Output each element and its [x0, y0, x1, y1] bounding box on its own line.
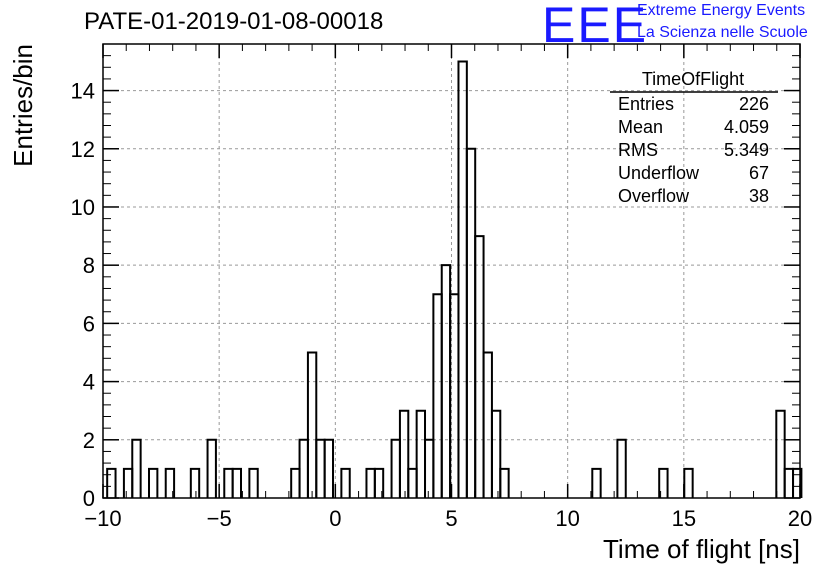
histogram-bin [248, 467, 259, 498]
histogram-bin [189, 467, 201, 498]
histogram-bin [373, 467, 385, 498]
histogram-bin [457, 60, 468, 498]
page-title: PATE-01-2019-01-08-00018 [84, 8, 384, 35]
histogram-bin [306, 351, 318, 498]
stats-row-label: Underflow [618, 163, 700, 183]
logo-subtitle-line2: La Scienza nelle Scuole [637, 24, 808, 41]
histogram-bin [432, 293, 443, 498]
histogram-bin [683, 467, 694, 498]
x-tick-label: 15 [672, 506, 696, 531]
histogram-bin [407, 467, 418, 498]
x-tick-label: 0 [329, 506, 341, 531]
histogram-bin [499, 467, 510, 498]
y-tick-label: 6 [83, 311, 95, 336]
stats-row-value: 67 [749, 163, 769, 183]
stats-row-label: Entries [618, 94, 674, 114]
histogram-bin [424, 438, 435, 498]
histogram-bin [616, 438, 627, 498]
y-tick-label: 10 [71, 195, 95, 220]
histogram-bin [490, 409, 502, 498]
histogram-bin [290, 467, 301, 498]
stats-row-value: 226 [739, 94, 769, 114]
x-tick-label: 10 [555, 506, 579, 531]
histogram-bin [783, 467, 795, 498]
x-axis-title: Time of flight [ns] [603, 534, 800, 564]
stats-row-value: 5.349 [724, 140, 769, 160]
histogram-bin [106, 467, 117, 498]
stats-row-label: RMS [618, 140, 658, 160]
stats-row-value: 38 [749, 186, 769, 206]
y-tick-label: 4 [83, 370, 95, 395]
y-tick-label: 12 [71, 137, 95, 162]
histogram-bin [365, 467, 376, 498]
y-tick-label: 2 [83, 428, 95, 453]
x-tick-label: 20 [788, 506, 812, 531]
histogram-bin [298, 438, 309, 498]
histogram-bin [340, 467, 351, 498]
stats-box-title: TimeOfFlight [642, 69, 744, 89]
histogram-bin [398, 409, 410, 498]
y-tick-label: 14 [71, 79, 95, 104]
histogram-bin [474, 235, 485, 498]
histogram-bin [131, 438, 142, 498]
stats-row-label: Overflow [618, 186, 690, 206]
histogram-bin [206, 438, 217, 498]
tick-labels: −10 −5 0 5 10 15 20 0 2 4 6 8 10 12 14 [71, 79, 813, 531]
histogram-bin [591, 467, 602, 498]
histogram-bin [323, 438, 335, 498]
stats-row-value: 4.059 [724, 117, 769, 137]
histogram-bin [658, 467, 669, 498]
histogram-bin [390, 438, 401, 498]
stats-row-label: Mean [618, 117, 663, 137]
y-tick-label: 0 [83, 486, 95, 511]
histogram-bin [315, 438, 326, 498]
histogram-bin [223, 467, 234, 498]
histogram-bin [231, 467, 243, 498]
histogram-bars [106, 60, 803, 498]
y-tick-label: 8 [83, 253, 95, 278]
histogram-bin [449, 293, 460, 498]
x-tick-label: 5 [445, 506, 457, 531]
stats-box: TimeOfFlight Entries 226 Mean 4.059 RMS 5.349… [610, 69, 778, 206]
plot-frame [102, 43, 801, 499]
histogram-bin [482, 351, 493, 498]
x-tick-label: −5 [207, 506, 232, 531]
x-tick-label: −10 [84, 506, 121, 531]
histogram-bin [792, 467, 803, 498]
histogram-bin [164, 467, 176, 498]
histogram-bin [122, 467, 134, 498]
histogram-bin [775, 409, 786, 498]
histogram-bin [148, 467, 159, 498]
logo-subtitle-line1: Extreme Energy Events [637, 2, 806, 19]
grid-lines [103, 44, 800, 498]
y-axis-title: Entries/bin [8, 44, 38, 167]
histogram-bin [415, 409, 427, 498]
